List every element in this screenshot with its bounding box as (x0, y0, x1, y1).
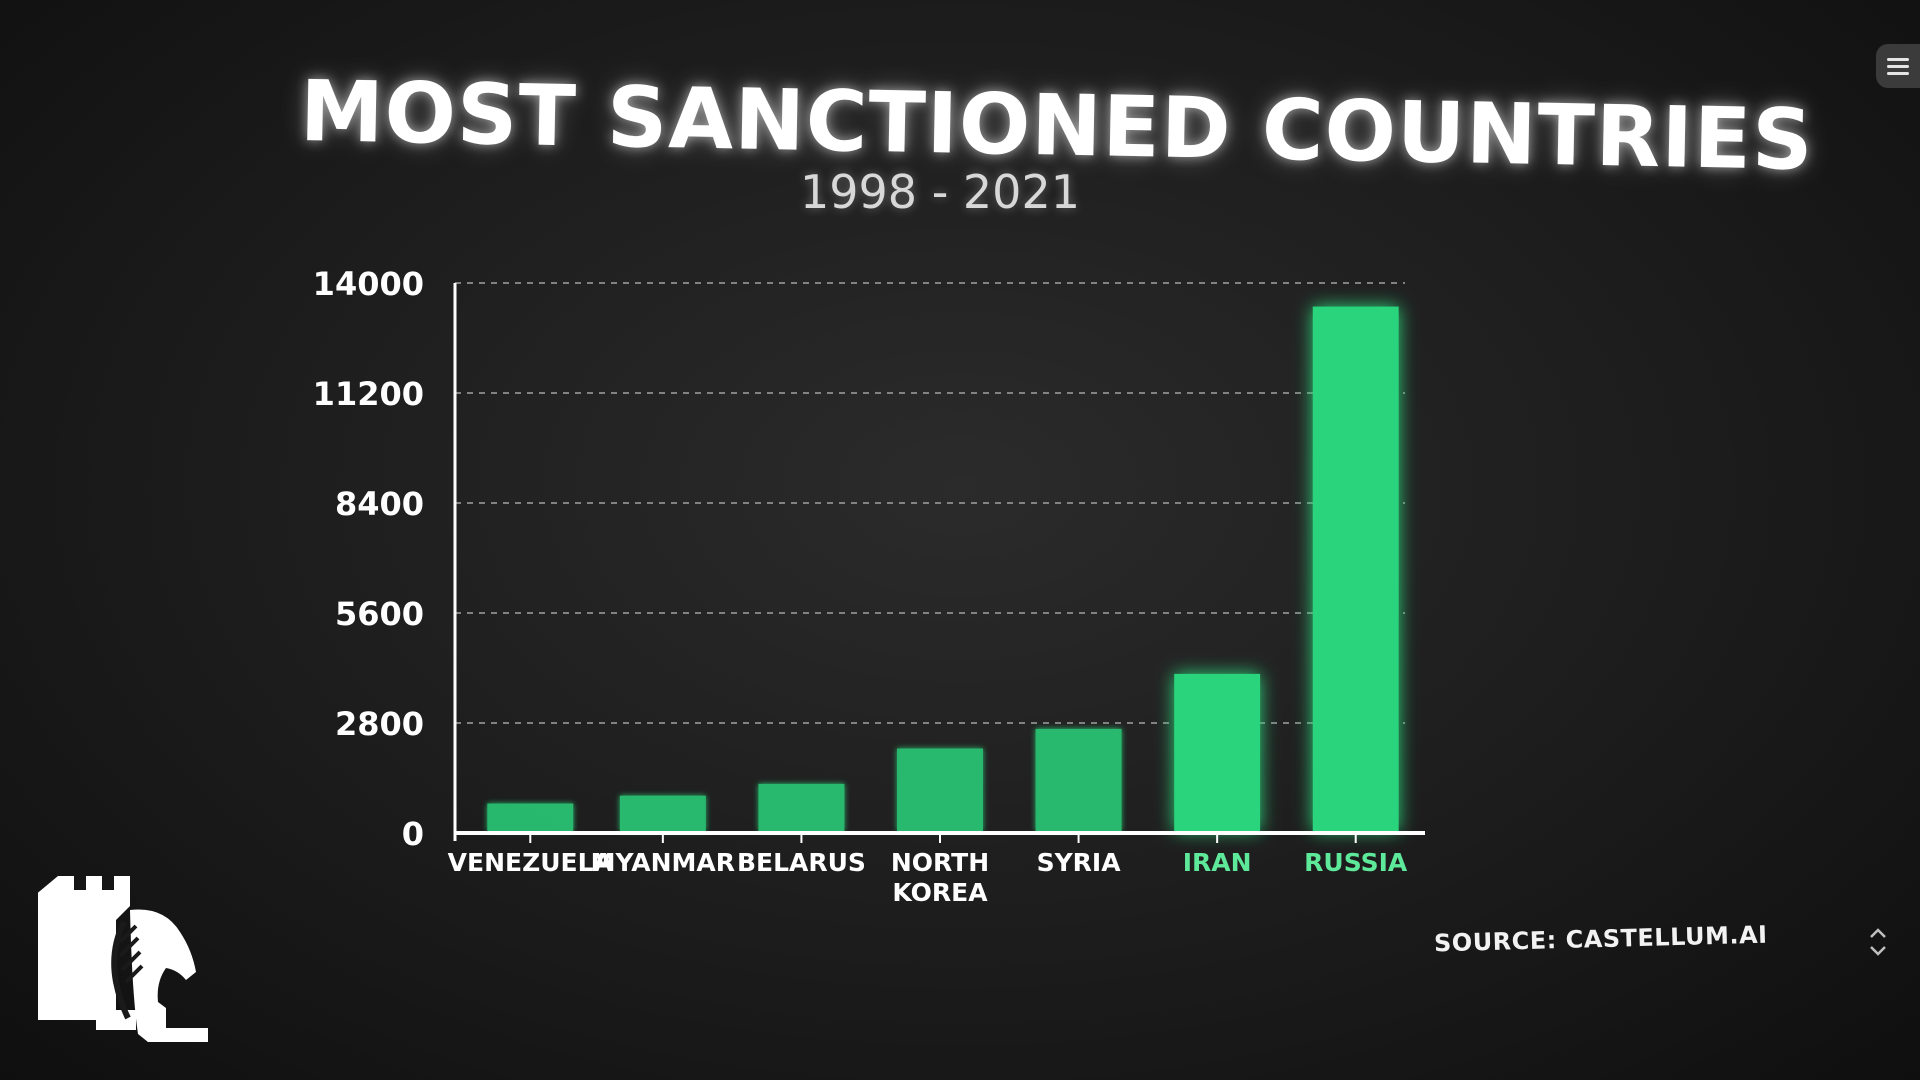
bar (619, 795, 706, 831)
y-tick-label: 8400 (335, 485, 424, 523)
bars (487, 306, 1399, 832)
bar (758, 783, 845, 831)
bar (1174, 673, 1261, 831)
y-tick-label: 11200 (313, 375, 424, 413)
chevron-up-down-icon[interactable] (1866, 924, 1890, 960)
y-tick-label: 2800 (335, 705, 424, 743)
grid-lines (455, 282, 1405, 724)
chart-subtitle: 1998 - 2021 (800, 165, 1080, 219)
bar (1035, 728, 1122, 831)
chess-rook-knight-logo (38, 876, 208, 1042)
x-tick-label: MYANMAR (591, 848, 735, 877)
bar (1312, 306, 1399, 832)
y-tick-label: 0 (402, 815, 424, 853)
x-tick-label: NORTH KOREA (891, 848, 989, 907)
y-tick-label: 14000 (313, 265, 424, 303)
bar (897, 748, 983, 831)
y-tick-labels: 0 2800 5600 8400 11200 14000 (313, 265, 424, 853)
hamburger-menu-icon[interactable] (1876, 44, 1920, 88)
x-tick-label: BELARUS (737, 848, 866, 877)
y-tick-label: 5600 (335, 595, 424, 633)
x-tick-label: SYRIA (1037, 848, 1122, 877)
bar (487, 803, 574, 831)
x-tick-label: VENEZUELA (448, 848, 614, 877)
x-tick-label: IRAN (1183, 848, 1252, 877)
x-tick-label: RUSSIA (1304, 848, 1408, 877)
